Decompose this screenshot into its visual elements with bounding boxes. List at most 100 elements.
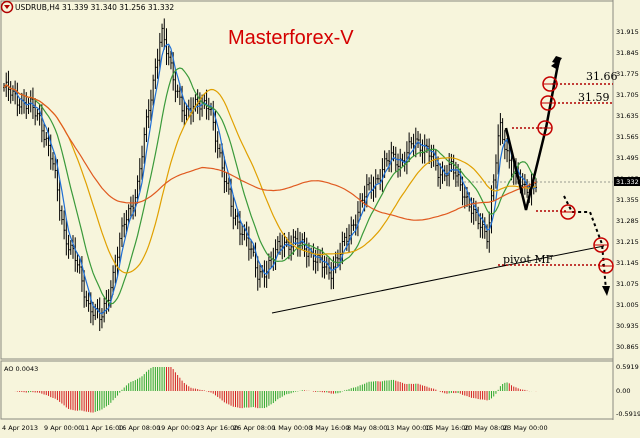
price-bar: [125, 210, 128, 235]
price-tick-label: 31.845: [616, 49, 639, 57]
price-bar: [183, 100, 186, 126]
price-bar: [494, 154, 497, 189]
price-bar: [412, 133, 415, 156]
price-bar: [98, 297, 101, 332]
price-bar: [428, 138, 431, 165]
price-bar: [176, 84, 179, 98]
price-bar: [72, 235, 75, 259]
price-bar: [448, 153, 451, 187]
price-bar: [452, 154, 455, 180]
price-bar: [432, 144, 435, 167]
price-bar: [9, 81, 12, 104]
price-bar: [296, 227, 299, 257]
target-marker-31-66: [542, 76, 558, 92]
price-bar: [323, 255, 326, 279]
price-bar: [152, 74, 155, 106]
price-bar: [132, 194, 135, 220]
ma-long-line: [3, 84, 537, 221]
price-bar: [343, 232, 346, 247]
price-bar: [258, 263, 261, 288]
price-bar: [365, 174, 368, 208]
price-tick-label: 31.915: [616, 28, 639, 36]
time-tick-label: 16 Apr 08:00: [118, 424, 160, 432]
price-bar: [247, 226, 250, 261]
price-tick-label: 31.775: [616, 70, 639, 78]
price-bar: [154, 58, 157, 89]
price-bar: [36, 108, 39, 121]
current-price-value: 31.332: [616, 178, 639, 186]
price-bar: [76, 252, 79, 273]
price-bar: [158, 32, 161, 70]
price-bar: [149, 89, 152, 121]
price-bar: [474, 200, 477, 222]
price-bar: [120, 217, 123, 247]
price-bar: [430, 144, 433, 169]
price-bar: [225, 172, 228, 192]
price-bar: [103, 297, 106, 323]
price-bar: [292, 229, 295, 255]
price-bar: [361, 193, 364, 208]
price-bar: [60, 205, 63, 225]
price-bar: [174, 68, 177, 103]
price-bar: [127, 204, 130, 225]
indicator-panel[interactable]: [0, 360, 614, 420]
price-bar: [45, 131, 48, 146]
time-tick-label: 23 May 00:00: [503, 424, 548, 432]
price-bar: [34, 98, 37, 126]
price-bar: [497, 124, 500, 175]
price-tick-label: 31.355: [616, 196, 639, 204]
price-bar: [354, 214, 357, 236]
price-bar: [488, 211, 491, 253]
price-bar: [501, 118, 504, 144]
price-bar: [256, 256, 259, 291]
price-bar: [63, 210, 66, 240]
price-bar: [78, 258, 81, 274]
time-tick-label: 4 Apr 2013: [2, 424, 38, 432]
price-bar: [54, 156, 57, 179]
level-label-31-66: 31.66: [586, 70, 618, 83]
time-tick-label: 19 Apr 00:00: [157, 424, 199, 432]
price-bar: [410, 136, 413, 149]
price-bar: [123, 212, 126, 238]
price-bar: [234, 208, 237, 226]
indicator-axis-label: 0.5919: [616, 363, 639, 371]
price-bar: [276, 236, 279, 256]
level-label-31-59: 31.59: [578, 91, 610, 104]
price-bar: [38, 103, 41, 126]
target-marker-31-50: [537, 120, 553, 136]
corner-circle-icon[interactable]: [0, 0, 14, 14]
target-marker-pivot: [598, 258, 614, 274]
up-arrow-icon: [551, 58, 561, 70]
support-trendline: [271, 266, 499, 314]
target-marker-31-59: [540, 95, 556, 111]
target-marker-31-23: [560, 204, 576, 220]
symbol-header: USDRUB,H4 31.339 31.340 31.256 31.332: [15, 3, 174, 12]
price-bar: [18, 98, 21, 114]
price-tick-label: 31.215: [616, 238, 639, 246]
ma-medium-line: [3, 67, 537, 305]
price-bar: [87, 292, 90, 312]
price-bar: [203, 93, 206, 110]
price-bar: [143, 127, 146, 164]
indicator-axis-label: 0.00: [616, 387, 630, 395]
price-tick-label: 31.005: [616, 301, 639, 309]
price-bar: [83, 270, 86, 308]
price-tick-label: 31.075: [616, 280, 639, 288]
price-bar: [396, 153, 399, 178]
time-axis[interactable]: 4 Apr 2013 9 Apr 00:00 11 Apr 16:00 16 A…: [2, 424, 548, 432]
price-bar: [321, 247, 324, 278]
ao-histogram: [14, 367, 537, 413]
price-bar: [232, 195, 235, 230]
price-bar: [250, 239, 253, 259]
v-pattern-projection: [504, 63, 560, 211]
price-bar: [463, 185, 466, 209]
price-bar: [492, 174, 495, 202]
price-bar: [145, 109, 148, 143]
price-bar: [339, 242, 342, 271]
price-bar: [31, 87, 34, 119]
time-tick-label: 26 Apr 08:00: [233, 424, 275, 432]
price-bar: [147, 99, 150, 129]
price-bar: [69, 240, 72, 255]
